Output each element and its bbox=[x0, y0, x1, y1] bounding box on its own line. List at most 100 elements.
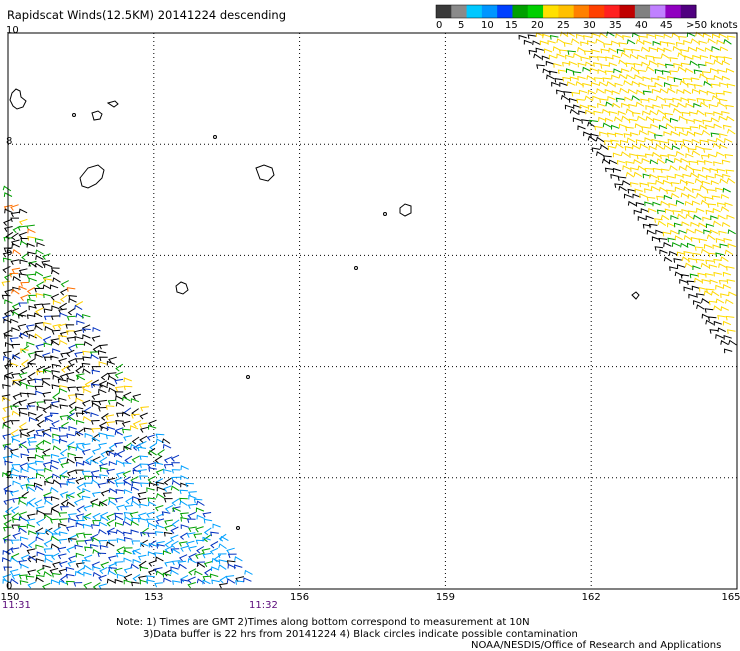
wind-barb bbox=[658, 124, 668, 130]
wind-barb bbox=[693, 69, 703, 75]
wind-barb bbox=[83, 505, 92, 512]
wind-barb bbox=[66, 546, 75, 553]
wind-barb bbox=[81, 362, 91, 368]
wind-barb bbox=[26, 341, 35, 347]
wind-barb bbox=[621, 68, 630, 74]
wind-barb bbox=[35, 558, 45, 563]
wind-barb bbox=[140, 406, 149, 412]
wind-barb bbox=[130, 398, 140, 403]
wind-barb bbox=[4, 363, 13, 370]
wind-barb bbox=[596, 56, 606, 61]
wind-barb bbox=[577, 62, 586, 68]
wind-barb bbox=[226, 578, 236, 584]
wind-barb bbox=[678, 115, 688, 121]
wind-barb bbox=[623, 193, 633, 199]
wind-barb bbox=[605, 56, 614, 62]
wind-barb bbox=[108, 555, 117, 562]
wind-barb bbox=[720, 256, 729, 262]
wind-barb bbox=[665, 158, 674, 164]
wind-barb bbox=[655, 143, 664, 150]
wind-barb bbox=[618, 73, 627, 80]
wind-barb bbox=[582, 82, 591, 88]
wind-barb bbox=[715, 92, 724, 98]
wind-barb bbox=[28, 411, 37, 417]
wind-barb bbox=[11, 410, 21, 416]
wind-barb bbox=[563, 91, 572, 96]
wind-barb bbox=[83, 388, 92, 394]
wind-barb bbox=[707, 139, 716, 144]
wind-barb bbox=[694, 178, 704, 184]
wind-barb bbox=[583, 35, 592, 40]
wind-barb bbox=[108, 460, 117, 466]
wind-barb bbox=[709, 329, 719, 334]
wind-barb bbox=[12, 400, 21, 408]
wind-barb bbox=[114, 371, 124, 379]
wind-barb bbox=[59, 491, 69, 498]
wind-barb bbox=[89, 543, 99, 549]
wind-barb bbox=[20, 542, 29, 549]
wind-barb bbox=[76, 419, 85, 425]
wind-barb bbox=[155, 481, 165, 487]
wind-barb bbox=[666, 175, 675, 181]
wind-barb bbox=[130, 425, 139, 430]
wind-barb bbox=[713, 271, 722, 277]
wind-barb bbox=[27, 298, 36, 304]
wind-barb bbox=[629, 182, 639, 187]
wind-barb bbox=[717, 101, 726, 107]
wind-barb bbox=[179, 512, 189, 518]
wind-barb bbox=[20, 294, 29, 302]
wind-barb bbox=[714, 173, 723, 179]
wind-barb bbox=[703, 290, 713, 296]
wind-barb bbox=[569, 108, 579, 115]
wind-barb bbox=[66, 469, 76, 477]
wind-barb bbox=[542, 33, 551, 39]
wind-barb bbox=[678, 229, 687, 235]
wind-barb bbox=[670, 117, 679, 123]
wind-barb bbox=[2, 251, 12, 258]
wind-barb bbox=[723, 38, 732, 45]
wind-barb bbox=[57, 553, 67, 560]
wind-barb bbox=[179, 489, 188, 495]
wind-barb bbox=[674, 126, 683, 132]
wind-barb bbox=[614, 132, 624, 138]
wind-barb bbox=[10, 539, 20, 545]
wind-barb bbox=[597, 103, 606, 108]
wind-barb bbox=[558, 49, 568, 54]
wind-barb bbox=[147, 497, 157, 503]
wind-barb bbox=[84, 539, 94, 545]
wind-barb bbox=[712, 207, 721, 213]
wind-barb bbox=[721, 159, 731, 165]
wind-barb bbox=[10, 547, 20, 553]
wind-barb bbox=[106, 360, 116, 366]
wind-barb bbox=[699, 184, 709, 191]
wind-barb bbox=[672, 107, 682, 114]
wind-barb bbox=[713, 320, 722, 326]
wind-barb bbox=[668, 203, 677, 208]
wind-barb bbox=[689, 111, 698, 117]
wind-barb bbox=[721, 110, 730, 116]
wind-barb bbox=[44, 480, 53, 486]
wind-barb bbox=[625, 126, 634, 132]
wind-barb bbox=[632, 193, 641, 199]
wind-barb bbox=[690, 236, 700, 242]
wind-barb bbox=[704, 196, 713, 202]
wind-barb bbox=[654, 68, 664, 74]
wind-barb bbox=[106, 381, 115, 387]
small-island bbox=[236, 526, 240, 530]
wind-barb bbox=[90, 420, 100, 425]
wind-barb bbox=[9, 448, 19, 455]
wind-barb bbox=[726, 35, 736, 41]
wind-barb bbox=[675, 199, 685, 205]
legend-label: 25 bbox=[557, 20, 570, 31]
wind-barb bbox=[721, 60, 731, 66]
wind-barb bbox=[147, 501, 157, 507]
wind-barb bbox=[52, 299, 62, 305]
wind-barb bbox=[604, 117, 614, 123]
wind-barb bbox=[65, 573, 75, 579]
wind-barb bbox=[172, 507, 181, 512]
wind-barb bbox=[75, 522, 84, 527]
wind-barb bbox=[616, 48, 626, 54]
island-outline bbox=[106, 100, 119, 108]
wind-barb bbox=[594, 125, 603, 131]
wind-barb bbox=[565, 54, 574, 60]
